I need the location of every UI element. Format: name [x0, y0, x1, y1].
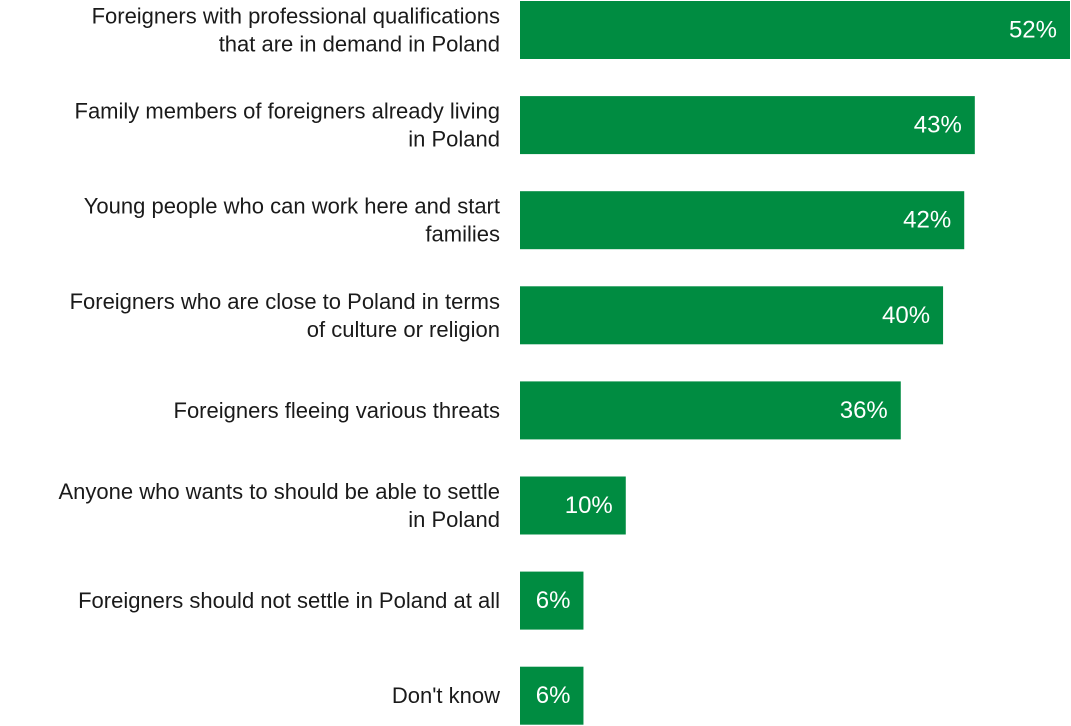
category-label: Anyone who wants to should be able to se…	[58, 479, 500, 532]
bar	[520, 191, 965, 250]
category-label-line: families	[425, 222, 500, 247]
bar	[520, 666, 584, 725]
category-label-line: Don't know	[392, 683, 500, 708]
category-label: Foreigners who are close to Poland in te…	[70, 289, 500, 342]
category-label-line: Family members of foreigners already liv…	[75, 99, 501, 124]
bar-value-label: 6%	[536, 587, 571, 614]
category-label: Young people who can work here and start…	[84, 194, 500, 247]
category-label-line: Foreigners should not settle in Poland a…	[78, 588, 500, 613]
bar-value-label: 10%	[565, 492, 613, 519]
bar-value-label: 43%	[914, 112, 962, 139]
category-label: Foreigners fleeing various threats	[174, 398, 501, 423]
category-label-line: Foreigners with professional qualificati…	[92, 4, 500, 29]
bar	[520, 286, 944, 345]
bar-value-label: 52%	[1009, 17, 1057, 44]
category-label: Don't know	[392, 683, 500, 708]
category-labels: Foreigners with professional qualificati…	[58, 4, 500, 709]
bars	[520, 1, 1070, 725]
category-label-line: Anyone who wants to should be able to se…	[58, 479, 500, 504]
category-label-line: in Poland	[408, 507, 500, 532]
bar	[520, 96, 975, 155]
category-label-line: that are in demand in Poland	[219, 32, 500, 57]
bar	[520, 571, 584, 630]
bar-value-label: 36%	[840, 397, 888, 424]
bar	[520, 476, 626, 535]
category-label-line: Foreigners fleeing various threats	[174, 398, 501, 423]
value-labels: 52% 43% 42% 40% 36% 10% 6% 6%	[536, 17, 1057, 710]
category-label-line: in Poland	[408, 127, 500, 152]
category-label-line: of culture or religion	[307, 317, 500, 342]
category-label-line: Foreigners who are close to Poland in te…	[70, 289, 500, 314]
bar-value-label: 42%	[903, 207, 951, 234]
category-label: Foreigners should not settle in Poland a…	[78, 588, 500, 613]
category-label: Foreigners with professional qualificati…	[92, 4, 500, 57]
category-label-line: Young people who can work here and start	[84, 194, 500, 219]
bar	[520, 381, 901, 440]
bar-value-label: 6%	[536, 682, 571, 709]
bar-value-label: 40%	[882, 302, 930, 329]
category-label: Family members of foreigners already liv…	[75, 99, 501, 152]
bar	[520, 1, 1070, 59]
